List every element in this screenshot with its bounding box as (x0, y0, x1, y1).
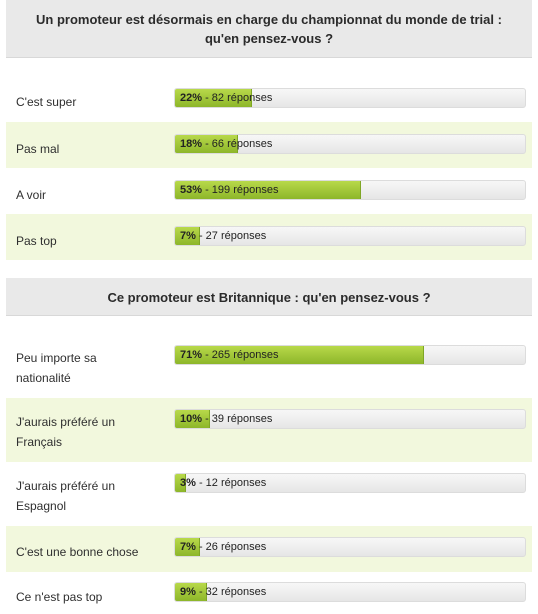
result-count: - 32 réponses (195, 586, 267, 598)
poll-option-row[interactable]: Ce n'est pas top 9% - 32 réponses (6, 572, 532, 614)
poll-question-line-1: Un promoteur est désormais en charge du … (36, 12, 502, 27)
poll-question-header: Ce promoteur est Britannique : qu'en pen… (6, 278, 532, 316)
result-text: 53% - 199 réponses (180, 181, 278, 199)
result-text: 3% - 12 réponses (180, 474, 266, 492)
poll-question-line-2: qu'en pensez-vous ? (204, 31, 334, 46)
result-percent: 7% (180, 541, 196, 553)
result-percent: 18% (180, 138, 203, 150)
result-bar-fill (175, 346, 424, 364)
poll-option-row[interactable]: J'aurais préféré un Espagnol 3% - 12 rép… (6, 462, 532, 526)
result-bar-fill (175, 474, 186, 492)
option-label: Ce n'est pas top (16, 590, 103, 604)
poll-option-row[interactable]: C'est une bonne chose 7% - 26 réponses (6, 526, 532, 572)
result-text: 7% - 27 réponses (180, 227, 266, 245)
result-bar: 7% - 26 réponses (174, 537, 526, 557)
result-count: - 27 réponses (195, 230, 267, 242)
poll-question-header: Un promoteur est désormais en charge du … (6, 0, 532, 58)
result-bar: 18% - 66 réponses (174, 134, 526, 154)
option-label: C'est une bonne chose (16, 545, 139, 559)
result-bar-fill (175, 135, 238, 153)
result-bar-fill (175, 410, 210, 428)
option-label: Pas top (16, 234, 57, 248)
poll-option-row[interactable]: Pas top 7% - 27 réponses (6, 214, 532, 260)
poll-2: Ce promoteur est Britannique : qu'en pen… (6, 278, 532, 614)
result-bar-fill (175, 583, 207, 601)
result-text: 10% - 39 réponses (180, 410, 272, 428)
poll-1: Un promoteur est désormais en charge du … (6, 0, 532, 262)
result-percent: 22% (180, 92, 203, 104)
result-bar: 10% - 39 réponses (174, 409, 526, 429)
option-label: Peu importe sa nationalité (16, 351, 97, 385)
result-count: - 26 réponses (195, 541, 267, 553)
result-text: 18% - 66 réponses (180, 135, 272, 153)
result-percent: 9% (180, 586, 196, 598)
result-text: 22% - 82 réponses (180, 89, 272, 107)
option-label: C'est super (16, 95, 77, 109)
result-bar-fill (175, 227, 200, 245)
result-bar-fill (175, 89, 252, 107)
option-label: A voir (16, 188, 47, 202)
result-bar: 53% - 199 réponses (174, 180, 526, 200)
poll-option-row[interactable]: J'aurais préféré un Français 10% - 39 ré… (6, 398, 532, 462)
result-bar-fill (175, 538, 200, 556)
result-bar: 9% - 32 réponses (174, 582, 526, 602)
result-percent: 3% (180, 477, 196, 489)
option-label: J'aurais préféré un Espagnol (16, 479, 116, 513)
poll-option-row[interactable]: Pas mal 18% - 66 réponses (6, 122, 532, 168)
result-percent: 71% (180, 349, 203, 361)
option-label: Pas mal (16, 142, 60, 156)
result-count: - 199 réponses (202, 184, 279, 196)
result-bar: 3% - 12 réponses (174, 473, 526, 493)
result-count: - 265 réponses (202, 349, 279, 361)
result-bar: 7% - 27 réponses (174, 226, 526, 246)
result-percent: 7% (180, 230, 196, 242)
result-percent: 10% (180, 413, 203, 425)
result-count: - 82 réponses (202, 92, 273, 104)
result-count: - 66 réponses (202, 138, 273, 150)
poll-option-row[interactable]: C'est super 22% - 82 réponses (6, 80, 532, 122)
poll-option-row[interactable]: Peu importe sa nationalité 71% - 265 rép… (6, 336, 532, 398)
result-count: - 12 réponses (195, 477, 267, 489)
result-bar-fill (175, 181, 361, 199)
result-text: 7% - 26 réponses (180, 538, 266, 556)
result-text: 71% - 265 réponses (180, 346, 278, 364)
result-percent: 53% (180, 184, 203, 196)
result-text: 9% - 32 réponses (180, 583, 266, 601)
result-count: - 39 réponses (202, 413, 273, 425)
poll-option-row[interactable]: A voir 53% - 199 réponses (6, 168, 532, 214)
result-bar: 22% - 82 réponses (174, 88, 526, 108)
result-bar: 71% - 265 réponses (174, 345, 526, 365)
option-label: J'aurais préféré un Français (16, 415, 116, 449)
poll-question-line-1: Ce promoteur est Britannique : qu'en pen… (107, 290, 431, 305)
